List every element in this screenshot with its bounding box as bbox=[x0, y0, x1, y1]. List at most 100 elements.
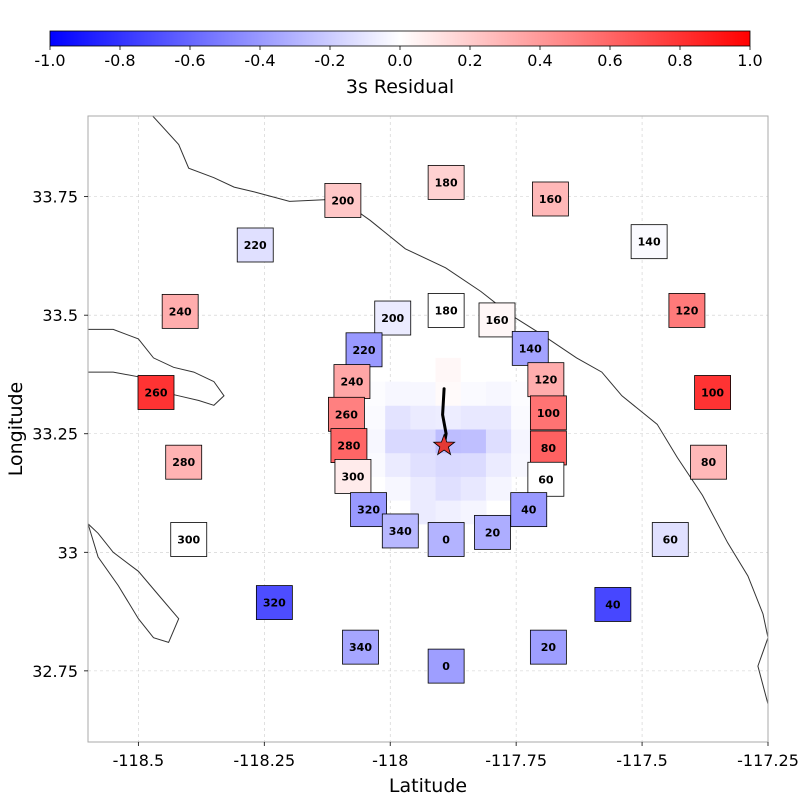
colorbar-tick-label: 1.0 bbox=[737, 51, 762, 70]
station-marker: 180 bbox=[427, 293, 465, 328]
grid-cell bbox=[485, 452, 512, 477]
station-marker: 200 bbox=[374, 300, 412, 336]
station-label: 320 bbox=[263, 597, 286, 610]
station-marker: 40 bbox=[594, 587, 632, 622]
station-marker: 320 bbox=[255, 585, 293, 620]
station-marker: 0 bbox=[427, 648, 465, 684]
grid-cell bbox=[435, 381, 462, 406]
station-label: 120 bbox=[534, 374, 557, 387]
station-box bbox=[510, 492, 548, 528]
station-box bbox=[137, 375, 175, 410]
grid-cell bbox=[485, 429, 512, 454]
station-box bbox=[511, 330, 549, 366]
station-box bbox=[651, 522, 689, 557]
grid-cell bbox=[435, 452, 462, 477]
station-label: 100 bbox=[537, 407, 560, 420]
station-marker: 80 bbox=[529, 430, 567, 466]
station-box bbox=[170, 522, 208, 557]
grid-cell bbox=[410, 405, 437, 430]
station-label: 140 bbox=[519, 342, 542, 355]
station-label: 20 bbox=[485, 526, 501, 539]
x-axis-label: Latitude bbox=[389, 775, 467, 797]
station-marker: 260 bbox=[137, 375, 175, 410]
x-tick-label: -118 bbox=[372, 751, 408, 770]
colorbar: -1.0 -0.8 -0.6 -0.4 -0.2 0.0 0.2 0.4 0.6 0.8 1.0 3s… bbox=[34, 30, 763, 98]
station-label: 240 bbox=[340, 376, 363, 389]
station-label: 40 bbox=[521, 504, 537, 517]
grid-cell bbox=[435, 476, 462, 501]
station-box bbox=[694, 375, 731, 410]
grid-cell bbox=[460, 476, 487, 501]
station-marker: 300 bbox=[170, 522, 208, 557]
station-marker: 340 bbox=[381, 513, 419, 549]
colorbar-tick-label: -0.2 bbox=[314, 51, 345, 70]
grid-cell bbox=[410, 381, 437, 406]
station-marker: 220 bbox=[345, 332, 383, 368]
y-axis-label: Longitude bbox=[5, 382, 27, 477]
station-box bbox=[668, 293, 706, 328]
station-box bbox=[527, 461, 565, 497]
station-marker: 160 bbox=[478, 302, 516, 338]
station-box bbox=[327, 396, 365, 432]
station-label: 280 bbox=[172, 456, 195, 469]
station-marker: 280 bbox=[330, 428, 368, 463]
grid-cell bbox=[460, 429, 487, 454]
grid-cell bbox=[385, 452, 411, 477]
station-marker: 20 bbox=[474, 514, 511, 550]
station-box bbox=[324, 183, 362, 218]
grid-cell bbox=[435, 500, 462, 525]
grid-cell bbox=[385, 476, 411, 501]
station-box bbox=[333, 364, 371, 399]
station-box bbox=[161, 293, 199, 329]
station-label: 300 bbox=[341, 470, 364, 483]
station-marker: 100 bbox=[529, 395, 567, 431]
station-box bbox=[690, 444, 727, 480]
station-label: 100 bbox=[701, 386, 724, 399]
colorbar-tick-label: 0.8 bbox=[667, 51, 692, 70]
station-marker: 80 bbox=[690, 444, 727, 480]
colorbar-tick-label: -0.6 bbox=[174, 51, 205, 70]
station-box bbox=[630, 224, 668, 260]
station-marker: 100 bbox=[694, 375, 731, 410]
epicenter-star-icon bbox=[432, 433, 456, 456]
station-label: 140 bbox=[638, 236, 661, 249]
station-marker: 240 bbox=[333, 364, 371, 399]
grid-cell bbox=[410, 429, 437, 454]
x-tick-label: -117.25 bbox=[737, 751, 799, 770]
grid-cell bbox=[460, 405, 487, 430]
station-box bbox=[427, 522, 465, 557]
x-tick-label: -117.75 bbox=[485, 751, 547, 770]
x-tick-label: -118.25 bbox=[233, 751, 295, 770]
station-marker: 20 bbox=[529, 629, 567, 665]
grid-cell bbox=[460, 357, 487, 383]
station-box bbox=[478, 302, 516, 338]
station-label: 340 bbox=[349, 641, 372, 654]
station-marker: 160 bbox=[532, 181, 569, 217]
station-marker: 240 bbox=[161, 293, 199, 329]
grid-cell bbox=[485, 405, 512, 430]
colorbar-label: 3s Residual bbox=[346, 76, 454, 98]
station-box bbox=[255, 585, 293, 620]
grid-cell bbox=[385, 405, 411, 430]
station-box bbox=[474, 514, 511, 550]
station-marker: 280 bbox=[165, 444, 203, 480]
colorbar-gradient bbox=[49, 30, 751, 47]
station-marker: 260 bbox=[327, 396, 365, 432]
grid-cell bbox=[435, 405, 462, 430]
station-marker: 0 bbox=[427, 522, 465, 557]
plot-frame bbox=[87, 115, 769, 743]
station-box bbox=[532, 181, 569, 217]
station-label: 280 bbox=[337, 440, 360, 453]
colorbar-tick-label: 0.0 bbox=[387, 51, 412, 70]
station-marker: 140 bbox=[630, 224, 668, 260]
colorbar-tick-label: 0.6 bbox=[597, 51, 622, 70]
station-marker: 120 bbox=[668, 293, 706, 328]
station-label: 80 bbox=[541, 442, 557, 455]
station-label: 200 bbox=[381, 312, 404, 325]
y-tick-label: 33 bbox=[58, 543, 78, 562]
station-label: 220 bbox=[244, 239, 267, 252]
station-marker: 220 bbox=[236, 227, 274, 263]
